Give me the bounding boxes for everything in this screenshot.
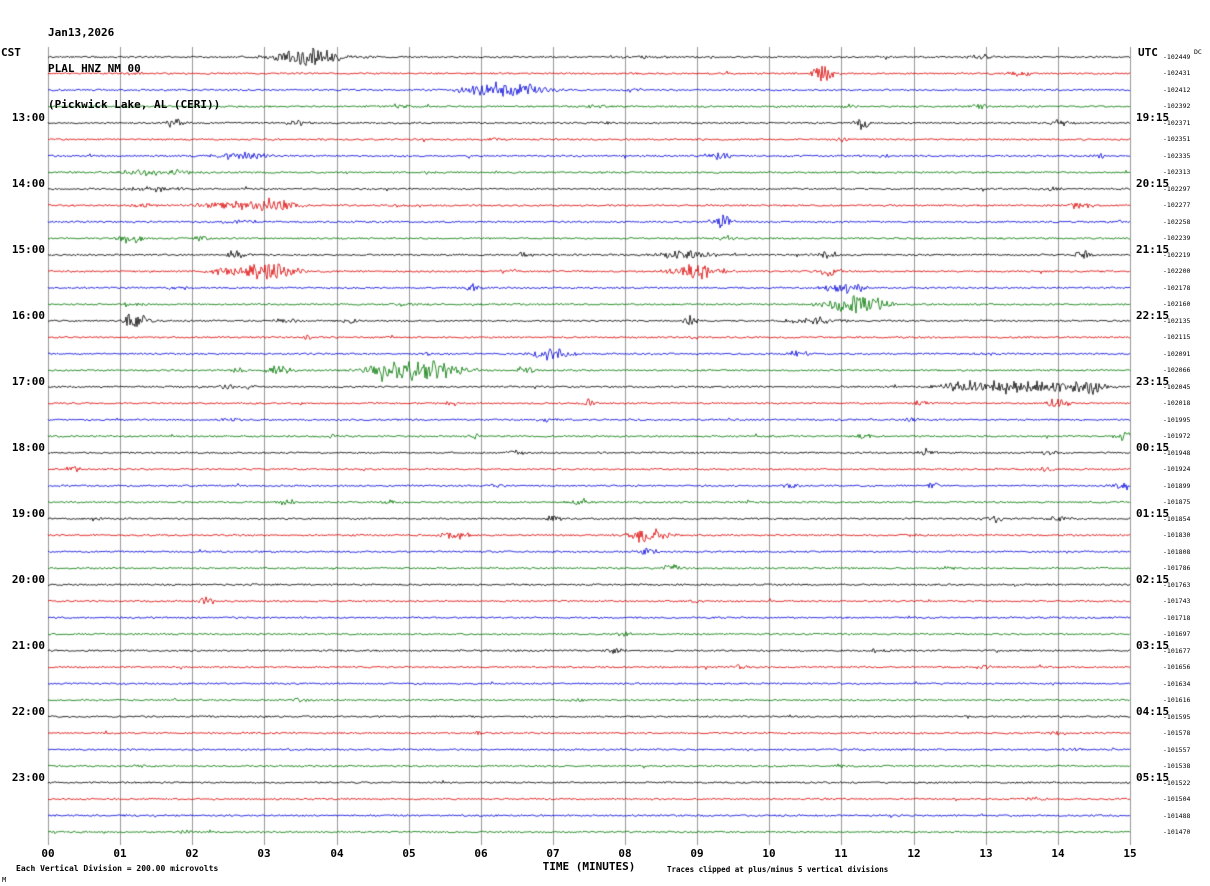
dc-offset-value: -101972: [1163, 432, 1191, 440]
x-tick-label: 12: [907, 847, 921, 860]
dc-offset-value: -102066: [1163, 366, 1191, 374]
dc-offset-value: -102392: [1163, 102, 1191, 110]
x-tick-label: 14: [1051, 847, 1065, 860]
dc-offset-value: -101854: [1163, 515, 1191, 523]
dc-offset-value: -101557: [1163, 746, 1191, 754]
x-tick-label: 08: [618, 847, 632, 860]
left-hour-label: 22:00: [11, 705, 45, 718]
dc-offset-value: -102297: [1163, 185, 1191, 193]
dc-offset-value: -101995: [1163, 416, 1191, 424]
x-tick-label: 15: [1123, 847, 1137, 860]
dc-offset-value: -102160: [1163, 300, 1191, 308]
dc-offset-value: -101948: [1163, 449, 1191, 457]
x-tick-label: 02: [185, 847, 199, 860]
left-hour-label: 13:00: [11, 111, 45, 124]
dc-offset-value: -102135: [1163, 317, 1191, 325]
right-hour-label: 01:15: [1136, 507, 1170, 520]
right-hour-label: 19:15: [1136, 111, 1170, 124]
right-hour-label: 20:15: [1136, 177, 1170, 190]
dc-offset-value: -101616: [1163, 696, 1191, 704]
x-tick-label: 05: [402, 847, 416, 860]
dc-offset-value: -102239: [1163, 234, 1191, 242]
header-date: Jan13,2026: [48, 26, 115, 39]
left-hour-label: 15:00: [11, 243, 45, 256]
right-timezone-label: UTC: [1138, 46, 1158, 59]
dc-offset-value: -101522: [1163, 779, 1191, 787]
dc-offset-value: -101504: [1163, 795, 1191, 803]
dc-offset-value: -102371: [1163, 119, 1191, 127]
dc-offset-value: -101899: [1163, 482, 1191, 490]
dc-offset-value: -102115: [1163, 333, 1191, 341]
x-tick-label: 01: [113, 847, 127, 860]
dc-offset-value: -101470: [1163, 828, 1191, 836]
dc-offset-value: -101763: [1163, 581, 1191, 589]
dc-offset-value: -102412: [1163, 86, 1191, 94]
dc-offset-value: -102449: [1163, 53, 1191, 61]
dc-offset-value: -101808: [1163, 548, 1191, 556]
x-tick-label: 06: [474, 847, 488, 860]
left-hour-label: 16:00: [11, 309, 45, 322]
dc-offset-value: -101595: [1163, 713, 1191, 721]
dc-offset-value: -102219: [1163, 251, 1191, 259]
dc-offset-value: -101488: [1163, 812, 1191, 820]
x-tick-label: 04: [330, 847, 344, 860]
x-tick-label: 11: [834, 847, 848, 860]
dc-offset-value: -102091: [1163, 350, 1191, 358]
dc-offset-value: -101656: [1163, 663, 1191, 671]
dc-offset-value: -102178: [1163, 284, 1191, 292]
header-block: Jan13,2026 PLAL HNZ NM 00 (Pickwick Lake…: [48, 3, 220, 135]
header-station: PLAL HNZ NM 00: [48, 62, 141, 75]
dc-offset-value: -102018: [1163, 399, 1191, 407]
right-hour-label: 00:15: [1136, 441, 1170, 454]
x-tick-label: 10: [762, 847, 776, 860]
dc-offset-value: -101697: [1163, 630, 1191, 638]
dc-offset-value: -101830: [1163, 531, 1191, 539]
left-hour-label: 17:00: [11, 375, 45, 388]
right-hour-label: 03:15: [1136, 639, 1170, 652]
dc-offset-value: -102045: [1163, 383, 1191, 391]
dc-offset-value: -102431: [1163, 69, 1191, 77]
dc-offset-value: -101578: [1163, 729, 1191, 737]
dc-offset-value: -102351: [1163, 135, 1191, 143]
dc-offset-value: -102335: [1163, 152, 1191, 160]
x-tick-label: 00: [41, 847, 55, 860]
dc-offset-value: -102313: [1163, 168, 1191, 176]
x-tick-label: 03: [257, 847, 271, 860]
right-hour-label: 04:15: [1136, 705, 1170, 718]
dc-offset-value: -102200: [1163, 267, 1191, 275]
left-hour-label: 19:00: [11, 507, 45, 520]
dc-offset-value: -101634: [1163, 680, 1191, 688]
right-hour-label: 22:15: [1136, 309, 1170, 322]
scale-note: Each Vertical Division = 200.00 microvol…: [16, 864, 219, 873]
dc-header-label: DC: [1194, 48, 1202, 56]
clip-note: Traces clipped at plus/minus 5 vertical …: [667, 865, 889, 874]
dc-offset-value: -101743: [1163, 597, 1191, 605]
right-hour-label: 23:15: [1136, 375, 1170, 388]
left-hour-label: 21:00: [11, 639, 45, 652]
dc-offset-value: -101786: [1163, 564, 1191, 572]
left-hour-label: 14:00: [11, 177, 45, 190]
dc-offset-value: -102258: [1163, 218, 1191, 226]
x-tick-label: 13: [979, 847, 993, 860]
dc-offset-value: -101718: [1163, 614, 1191, 622]
dc-offset-value: -101538: [1163, 762, 1191, 770]
left-hour-label: 18:00: [11, 441, 45, 454]
left-timezone-label: CST: [1, 46, 21, 59]
header-location: (Pickwick Lake, AL (CERI)): [48, 98, 221, 111]
dc-offset-value: -101677: [1163, 647, 1191, 655]
left-hour-label: 20:00: [11, 573, 45, 586]
dc-offset-value: -101875: [1163, 498, 1191, 506]
x-tick-label: 07: [546, 847, 560, 860]
dc-offset-value: -101924: [1163, 465, 1191, 473]
x-tick-label: 09: [690, 847, 704, 860]
logo-mark: M: [2, 876, 7, 884]
dc-offset-value: -102277: [1163, 201, 1191, 209]
right-hour-label: 02:15: [1136, 573, 1170, 586]
right-hour-label: 05:15: [1136, 771, 1170, 784]
left-hour-label: 23:00: [11, 771, 45, 784]
right-hour-label: 21:15: [1136, 243, 1170, 256]
x-axis-title: TIME (MINUTES): [542, 860, 636, 873]
